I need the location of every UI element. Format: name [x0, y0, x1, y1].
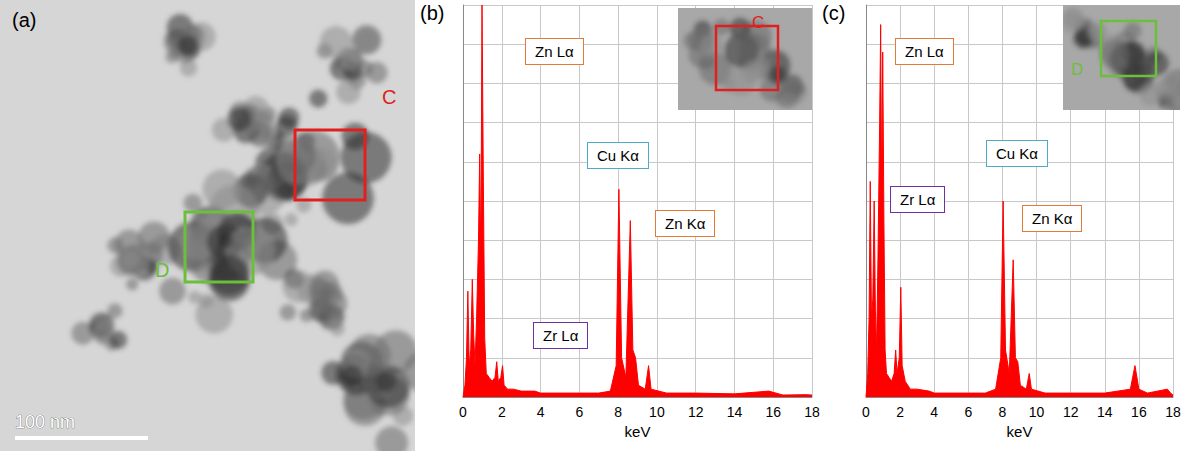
svg-text:14: 14	[727, 404, 743, 420]
svg-text:0: 0	[459, 404, 467, 420]
svg-text:12: 12	[688, 404, 704, 420]
svg-text:D: D	[1071, 60, 1083, 79]
svg-text:(a): (a)	[12, 9, 36, 31]
html-text:Cu Kα: Cu Kα	[996, 145, 1038, 162]
svg-text:2: 2	[896, 404, 904, 420]
html-text:Zn Lα: Zn Lα	[905, 43, 944, 60]
svg-text:6: 6	[575, 404, 583, 420]
html-text:Zn Kα: Zn Kα	[665, 215, 706, 232]
svg-text:100 nm: 100 nm	[15, 412, 75, 432]
svg-text:0: 0	[862, 404, 870, 420]
svg-text:6: 6	[964, 404, 972, 420]
svg-text:C: C	[382, 86, 396, 108]
svg-text:18: 18	[804, 404, 820, 420]
svg-text:4: 4	[537, 404, 545, 420]
svg-text:8: 8	[614, 404, 622, 420]
svg-text:8: 8	[999, 404, 1007, 420]
svg-text:14: 14	[1097, 404, 1113, 420]
svg-text:16: 16	[765, 404, 781, 420]
svg-text:16: 16	[1131, 404, 1147, 420]
svg-text:10: 10	[649, 404, 665, 420]
svg-text:C: C	[752, 13, 764, 32]
html-text:Cu Kα: Cu Kα	[597, 147, 639, 164]
svg-text:keV: keV	[625, 423, 651, 440]
svg-text:10: 10	[1029, 404, 1045, 420]
svg-text:2: 2	[498, 404, 506, 420]
html-text:(c): (c)	[822, 2, 846, 24]
html-text:Zr Lα: Zr Lα	[543, 327, 579, 344]
html-text:Zr Lα: Zr Lα	[900, 191, 936, 208]
html-text:Zn Kα: Zn Kα	[1032, 210, 1073, 227]
svg-text:4: 4	[930, 404, 938, 420]
html-text:Zn Lα: Zn Lα	[535, 43, 574, 60]
svg-text:keV: keV	[1007, 423, 1033, 440]
svg-text:D: D	[155, 259, 169, 281]
svg-text:18: 18	[1165, 404, 1181, 420]
svg-text:12: 12	[1063, 404, 1079, 420]
html-text:(b): (b)	[420, 2, 445, 24]
